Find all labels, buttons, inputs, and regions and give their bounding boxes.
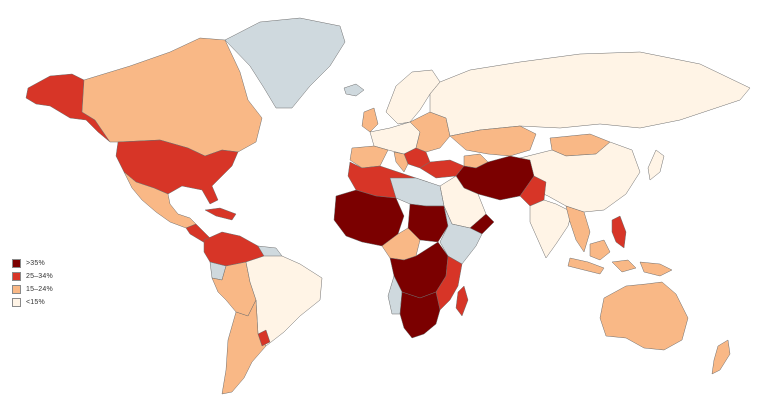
region-indonesia-west (567, 257, 605, 275)
region-papua (639, 261, 673, 277)
legend-swatch (12, 285, 21, 294)
legend-item-over-35: >35% (12, 258, 53, 269)
legend-item-25-34: 25–34% (12, 271, 53, 282)
region-new-zealand (711, 339, 731, 375)
region-mexico (123, 171, 197, 229)
region-angola (387, 275, 403, 315)
region-canada (81, 37, 263, 157)
region-uk (361, 107, 379, 133)
legend-item-under-15: <15% (12, 297, 53, 308)
region-pakistan (519, 175, 547, 207)
region-russia (429, 51, 751, 137)
region-australia (599, 281, 689, 351)
region-kazakhstan (449, 125, 537, 157)
legend-label: 15–24% (26, 286, 53, 293)
region-iceland (343, 83, 365, 97)
region-myanmar-thailand (565, 205, 591, 253)
region-greenland (224, 17, 346, 109)
region-caribbean (204, 207, 237, 221)
region-horn-of-africa (439, 205, 483, 265)
region-india (529, 199, 573, 259)
legend-label: <15% (26, 299, 45, 306)
legend-swatch (12, 298, 21, 307)
legend-swatch (12, 259, 21, 268)
region-uruguay (257, 329, 271, 347)
region-italy (393, 151, 409, 173)
region-indonesia-east (611, 259, 637, 273)
legend-label: 25–34% (26, 273, 53, 280)
region-libya-egypt (389, 177, 445, 207)
region-japan (647, 149, 665, 181)
region-southern-africa (399, 291, 441, 339)
region-borneo (589, 239, 611, 261)
region-alaska (25, 73, 111, 143)
map-legend: >35% 25–34% 15–24% <15% (12, 258, 53, 308)
legend-item-15-24: 15–24% (12, 284, 53, 295)
region-argentina-chile (221, 299, 267, 395)
region-philippines (611, 215, 627, 249)
legend-label: >35% (26, 260, 45, 267)
region-madagascar (455, 285, 469, 317)
legend-swatch (12, 272, 21, 281)
